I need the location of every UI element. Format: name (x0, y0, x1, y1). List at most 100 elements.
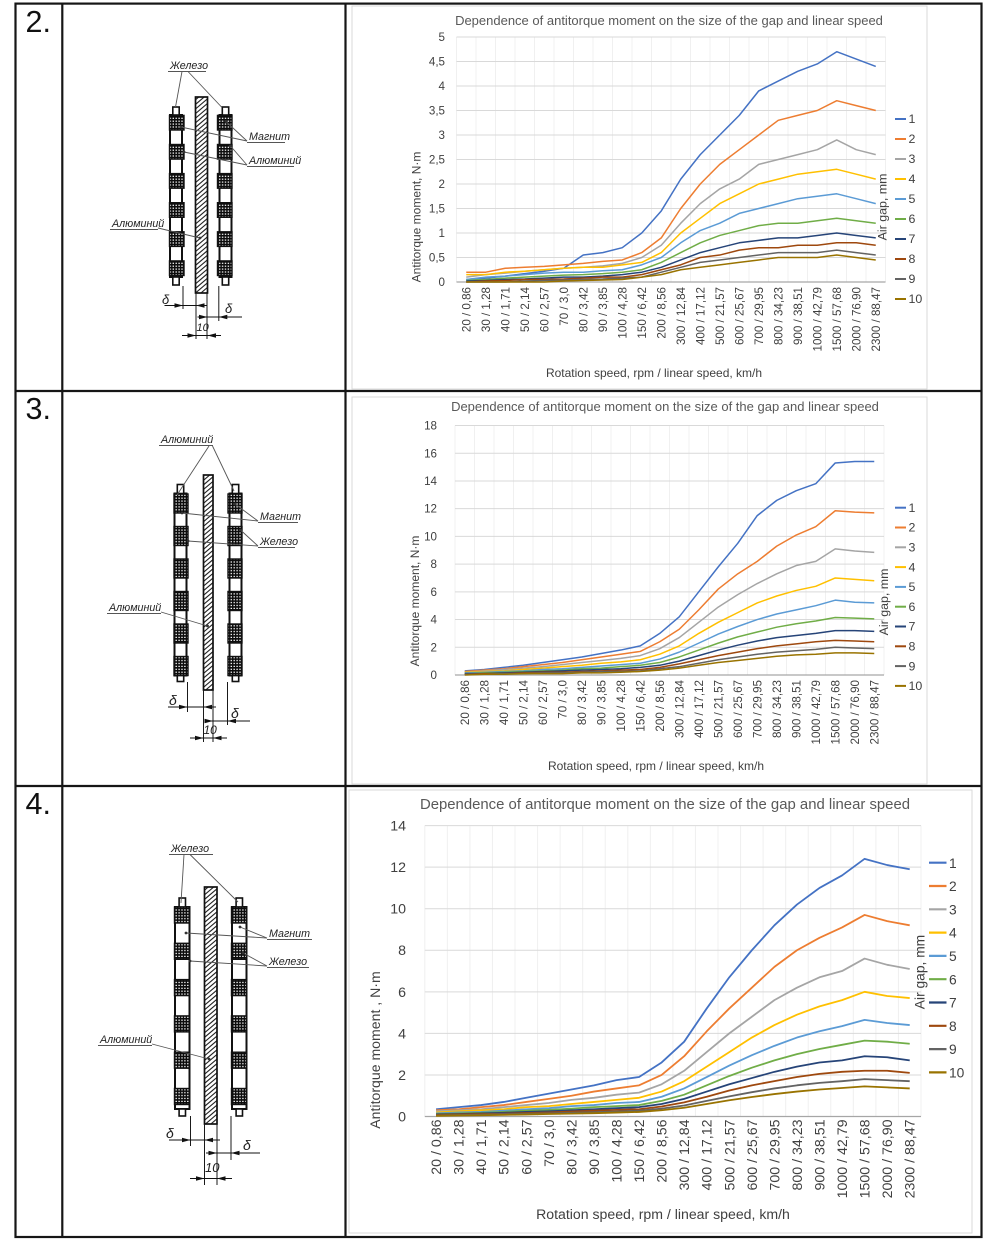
svg-text:1,5: 1,5 (429, 203, 445, 216)
svg-text:δ: δ (243, 1137, 251, 1153)
svg-text:12: 12 (424, 503, 437, 516)
svg-text:30 / 1,28: 30 / 1,28 (480, 287, 493, 332)
svg-text:6: 6 (431, 586, 437, 599)
svg-text:2: 2 (909, 132, 916, 146)
svg-text:2000 / 76,90: 2000 / 76,90 (880, 1119, 896, 1198)
svg-text:Dependence of antitorque momen: Dependence of antitorque moment on the s… (451, 399, 879, 414)
svg-text:2: 2 (909, 521, 916, 535)
svg-text:70 / 3,0: 70 / 3,0 (542, 1119, 558, 1166)
svg-text:1000 / 42,79: 1000 / 42,79 (811, 287, 824, 351)
svg-text:Antitorque moment, N·m: Antitorque moment, N·m (408, 536, 422, 667)
svg-text:δ: δ (166, 1125, 174, 1141)
svg-text:2,5: 2,5 (429, 154, 445, 167)
svg-text:2000 / 76,90: 2000 / 76,90 (849, 680, 862, 744)
svg-text:90 / 3,85: 90 / 3,85 (587, 1119, 603, 1174)
svg-text:1: 1 (909, 501, 916, 515)
svg-text:Алюминий: Алюминий (108, 602, 161, 614)
svg-text:14: 14 (390, 819, 406, 835)
svg-text:Rotation speed, rpm / linear s: Rotation speed, rpm / linear speed, km/h (546, 366, 762, 380)
svg-text:Железо: Железо (170, 843, 209, 855)
svg-text:200 / 8,56: 200 / 8,56 (655, 1119, 671, 1182)
svg-text:50 / 2,14: 50 / 2,14 (517, 679, 530, 725)
svg-text:10: 10 (197, 322, 210, 334)
svg-text:150 / 6,42: 150 / 6,42 (632, 1119, 648, 1182)
svg-text:10: 10 (204, 723, 218, 737)
svg-text:90 / 3,85: 90 / 3,85 (595, 680, 608, 725)
svg-text:150 / 6,42: 150 / 6,42 (634, 680, 647, 732)
svg-text:700 / 29,95: 700 / 29,95 (753, 287, 766, 345)
svg-text:3: 3 (909, 152, 916, 166)
svg-text:Алюминий: Алюминий (99, 1034, 152, 1046)
svg-text:700 / 29,95: 700 / 29,95 (767, 1119, 783, 1190)
svg-text:600 / 25,67: 600 / 25,67 (733, 287, 746, 345)
svg-text:2.: 2. (26, 5, 51, 39)
svg-text:400 / 17,12: 400 / 17,12 (700, 1119, 716, 1190)
svg-text:9: 9 (909, 272, 916, 286)
svg-text:5: 5 (909, 580, 916, 594)
svg-text:40 / 1,71: 40 / 1,71 (499, 287, 512, 332)
svg-text:Dependence of antitorque momen: Dependence of antitorque moment on the s… (455, 13, 883, 28)
svg-text:700 / 29,95: 700 / 29,95 (751, 680, 764, 738)
svg-text:Магнит: Магнит (249, 131, 290, 143)
svg-text:1: 1 (949, 856, 957, 871)
svg-text:500 / 21,57: 500 / 21,57 (722, 1119, 738, 1190)
svg-text:20 / 0,86: 20 / 0,86 (459, 680, 472, 725)
svg-text:10: 10 (390, 902, 406, 918)
svg-text:0: 0 (439, 276, 445, 289)
svg-text:80 / 3,42: 80 / 3,42 (564, 1119, 580, 1174)
svg-text:100 / 4,28: 100 / 4,28 (615, 680, 628, 732)
svg-text:Air gap, mm: Air gap, mm (913, 935, 928, 1009)
svg-text:5: 5 (909, 192, 916, 206)
svg-text:16: 16 (424, 447, 437, 460)
svg-text:2: 2 (398, 1068, 406, 1084)
svg-text:100 / 4,28: 100 / 4,28 (609, 1119, 625, 1182)
svg-text:60 / 2,57: 60 / 2,57 (537, 680, 550, 725)
svg-text:300 / 12,84: 300 / 12,84 (677, 1119, 693, 1190)
svg-text:18: 18 (424, 420, 437, 433)
svg-text:Air gap, mm: Air gap, mm (877, 569, 891, 636)
svg-text:2: 2 (431, 641, 437, 654)
svg-text:3: 3 (909, 540, 916, 554)
svg-text:30 / 1,28: 30 / 1,28 (478, 680, 491, 725)
svg-text:20 / 0,86: 20 / 0,86 (460, 287, 473, 332)
svg-text:40 / 1,71: 40 / 1,71 (474, 1119, 490, 1174)
svg-text:90 / 3,85: 90 / 3,85 (597, 287, 610, 332)
svg-text:1500 / 57,68: 1500 / 57,68 (858, 1119, 874, 1198)
svg-text:δ: δ (162, 292, 170, 307)
svg-text:900 / 38,51: 900 / 38,51 (812, 1119, 828, 1190)
svg-text:4: 4 (398, 1026, 406, 1042)
svg-text:10: 10 (424, 530, 437, 543)
svg-text:8: 8 (909, 639, 916, 653)
svg-text:Железо: Железо (259, 536, 298, 548)
svg-text:δ: δ (231, 705, 239, 721)
svg-text:80 / 3,42: 80 / 3,42 (577, 287, 590, 332)
svg-text:6: 6 (398, 985, 406, 1001)
svg-text:3.: 3. (26, 392, 51, 426)
svg-text:50 / 2,14: 50 / 2,14 (519, 286, 532, 332)
svg-text:δ: δ (169, 692, 177, 708)
svg-text:4: 4 (909, 172, 916, 186)
svg-text:8: 8 (909, 252, 916, 266)
svg-text:400 / 17,12: 400 / 17,12 (694, 287, 707, 345)
svg-text:600 / 25,67: 600 / 25,67 (732, 680, 745, 738)
svg-text:2000 / 76,90: 2000 / 76,90 (850, 287, 863, 351)
svg-text:2300 / 88,47: 2300 / 88,47 (870, 287, 883, 351)
svg-text:20 / 0,86: 20 / 0,86 (429, 1119, 445, 1174)
svg-text:40 / 1,71: 40 / 1,71 (498, 680, 511, 725)
svg-text:1: 1 (439, 227, 445, 240)
svg-text:50 / 2,14: 50 / 2,14 (497, 1119, 513, 1174)
svg-text:Rotation speed, rpm / linear s: Rotation speed, rpm / linear speed, km/h (536, 1206, 790, 1222)
svg-text:0: 0 (398, 1109, 406, 1125)
svg-text:2: 2 (949, 879, 957, 894)
svg-text:Antitorque moment, N·m: Antitorque moment, N·m (410, 152, 424, 283)
svg-text:7: 7 (909, 620, 916, 634)
svg-text:5: 5 (439, 31, 445, 44)
svg-text:Железо: Железо (169, 60, 208, 72)
svg-text:10: 10 (909, 679, 923, 693)
svg-text:Магнит: Магнит (260, 511, 301, 523)
svg-text:150 / 6,42: 150 / 6,42 (636, 287, 649, 339)
svg-text:Air gap, mm: Air gap, mm (876, 174, 890, 241)
svg-text:1500 / 57,68: 1500 / 57,68 (831, 287, 844, 351)
svg-text:0: 0 (431, 669, 437, 682)
svg-text:200 / 8,56: 200 / 8,56 (654, 680, 667, 732)
